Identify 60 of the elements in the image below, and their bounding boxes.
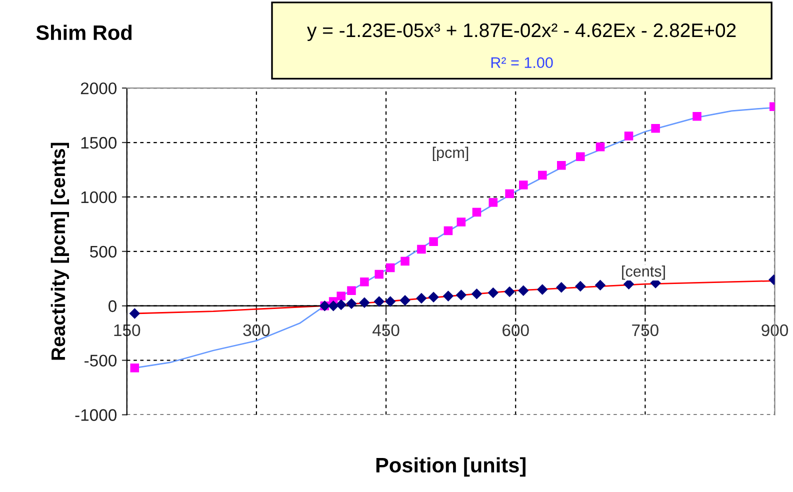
point: [538, 170, 547, 180]
point: [471, 288, 482, 300]
point: [359, 297, 370, 308]
point: [692, 112, 702, 121]
x-tick-label: 750: [632, 324, 658, 336]
point: [488, 198, 498, 207]
point: [557, 160, 566, 170]
point: [386, 263, 395, 272]
y-tick-label: 1000: [81, 191, 117, 204]
point: [400, 295, 410, 306]
point: [374, 270, 384, 279]
point: [417, 244, 426, 254]
point: [336, 292, 346, 300]
point: [416, 292, 427, 304]
point: [428, 292, 439, 303]
y-tick-label: 0: [108, 300, 117, 312]
point: [444, 226, 453, 236]
point: [575, 280, 586, 292]
point: [651, 124, 660, 133]
point: [556, 282, 567, 293]
y-tick-label: 1500: [81, 136, 117, 149]
point: [505, 189, 514, 198]
point: [130, 364, 140, 372]
point: [488, 287, 499, 298]
text: [pcm]: [432, 146, 468, 162]
series-label: [cents]: [622, 265, 665, 280]
y-axis-title: Reactivity [pcm] [cents]: [50, 142, 69, 360]
point: [456, 290, 467, 300]
x-tick-label: 600: [502, 324, 529, 336]
y-tick-label: -500: [84, 354, 117, 367]
point: [518, 180, 528, 190]
point: [374, 296, 384, 307]
point: [336, 299, 346, 310]
point: [537, 284, 548, 295]
point: [442, 290, 454, 302]
point: [472, 208, 482, 217]
text: y = -1.23E-05x³ + 1.87E-02x² - 4.62Ex - 2.82E+02: [307, 23, 736, 42]
x-tick-label: 300: [243, 324, 270, 336]
point: [429, 237, 438, 246]
point: [400, 256, 410, 266]
point: [596, 142, 605, 152]
y-tick-label: 2000: [80, 82, 117, 94]
point: [347, 286, 356, 296]
y-tick-label: -1000: [75, 409, 117, 421]
y-tick-label: 500: [90, 246, 117, 258]
text: R² = 1.00: [491, 57, 553, 68]
point: [576, 152, 585, 162]
point: [129, 308, 140, 319]
point: [504, 286, 515, 298]
point: [346, 298, 357, 310]
point: [456, 218, 466, 226]
x-tick-label: 450: [372, 324, 400, 336]
point: [518, 285, 529, 296]
x-axis-title: Position [units]: [376, 457, 526, 477]
point: [594, 280, 606, 291]
point: [360, 278, 369, 286]
point: [328, 300, 339, 312]
chart-title: Shim Rod: [36, 24, 132, 40]
point: [384, 296, 396, 307]
point: [624, 132, 634, 140]
